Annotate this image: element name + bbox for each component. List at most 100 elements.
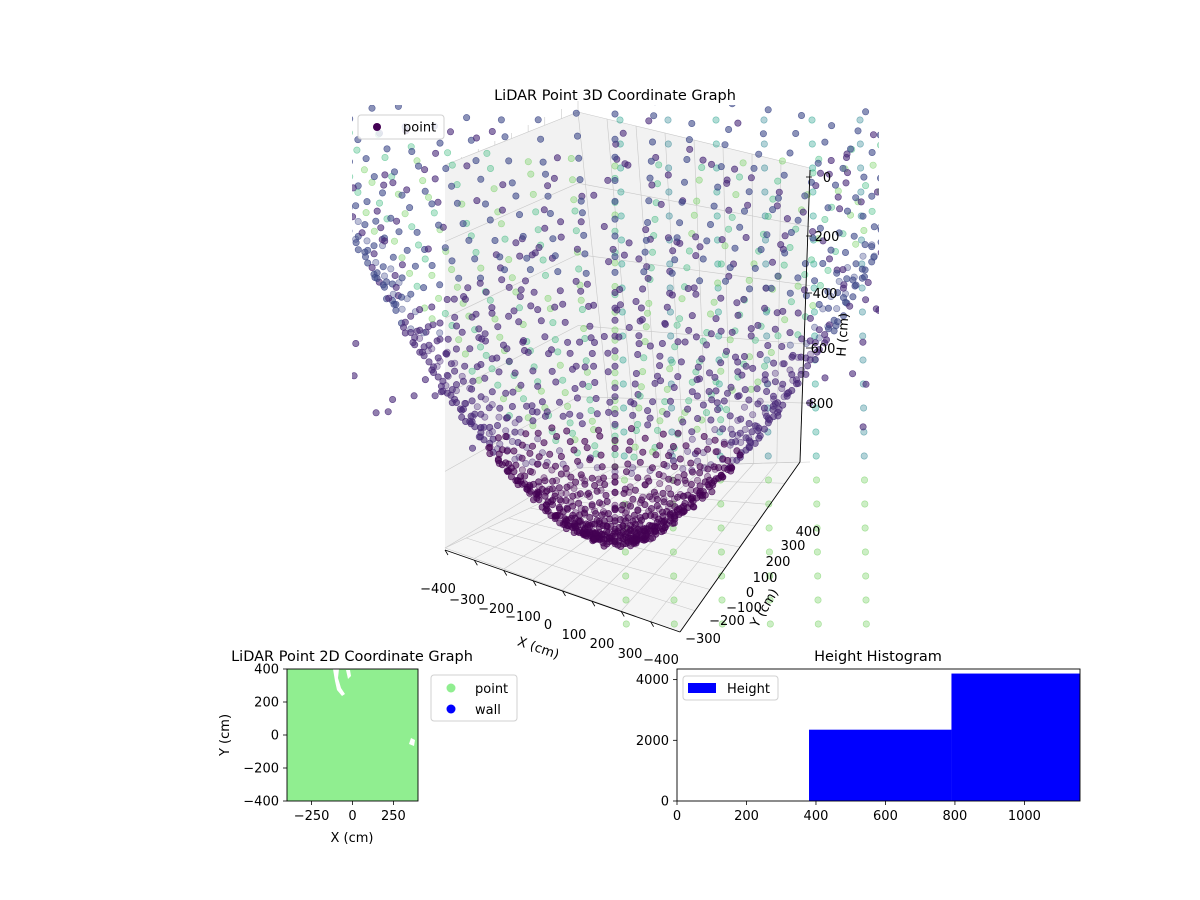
scan-point [521, 277, 529, 285]
scan-point [740, 207, 748, 215]
scan-point [488, 309, 496, 317]
scan-point [407, 290, 415, 298]
scan-point [556, 496, 564, 504]
scan-point [436, 319, 444, 327]
scan-point [809, 212, 817, 220]
scan-point [780, 261, 788, 269]
scan-point [611, 162, 619, 170]
scan-point [510, 307, 518, 315]
scan-point [471, 255, 479, 263]
scan-point [637, 304, 645, 312]
scan-point [581, 480, 589, 488]
scan-point [849, 370, 857, 378]
scan-point [361, 253, 369, 261]
scan-point [620, 251, 628, 259]
scan-point [570, 446, 578, 454]
scan-point [566, 419, 574, 427]
scan-point [673, 478, 681, 486]
scan-point [710, 463, 718, 471]
scan-point [373, 207, 381, 215]
scan-point [580, 324, 588, 332]
scan-point [523, 402, 531, 410]
histogram-x-tick-label: 1000 [1008, 809, 1041, 824]
scan-point [611, 369, 619, 377]
scan-point [441, 244, 449, 252]
scan-point [667, 490, 675, 498]
scan-point [783, 390, 791, 398]
scan-point [491, 237, 499, 245]
scan-point [741, 386, 749, 394]
scan-point [397, 293, 405, 301]
scan-point [368, 105, 376, 112]
scan-point [370, 173, 378, 181]
scan-point [664, 171, 672, 179]
scan-point [611, 110, 619, 118]
plot-3d-gridline [635, 125, 662, 467]
scan-point [811, 355, 819, 363]
scan-point [378, 189, 386, 197]
scan-point [578, 209, 586, 217]
scan-point [512, 461, 520, 469]
scan-point [580, 231, 588, 239]
scan-point [411, 334, 419, 342]
scan-point [658, 339, 666, 347]
scan-point [625, 446, 633, 454]
scan-point [814, 159, 822, 167]
scan-point [546, 450, 554, 458]
scan-point [688, 428, 696, 436]
scan-point [459, 377, 467, 385]
scan-point [846, 145, 854, 153]
scan-point [651, 215, 659, 223]
scan-point [453, 283, 461, 291]
histogram-y-tick-label: 2000 [636, 734, 669, 749]
scan-point [507, 473, 515, 481]
scan-point [683, 156, 691, 164]
scan-point [434, 198, 442, 206]
plot-2d-y-tick-label: 0 [271, 729, 279, 744]
scan-point [621, 160, 629, 168]
scan-point [836, 205, 844, 213]
scan-point [742, 234, 750, 242]
scan-point [494, 434, 502, 442]
scan-point [611, 197, 619, 205]
scan-point [501, 235, 509, 243]
scan-point [373, 269, 381, 277]
scan-point [849, 276, 857, 284]
scan-point [718, 620, 726, 628]
plot-2d-legend-marker-point [446, 683, 456, 693]
scan-point [421, 166, 429, 174]
scan-point [389, 253, 397, 261]
scan-point [764, 452, 772, 460]
scan-point [644, 274, 652, 282]
scan-point [721, 242, 729, 250]
scan-point [617, 236, 625, 244]
scan-point [425, 358, 433, 366]
scan-point [811, 380, 819, 388]
scan-point [591, 378, 599, 386]
scan-point [688, 435, 696, 443]
scan-point [868, 149, 876, 157]
scan-point [392, 306, 400, 314]
scan-point [763, 356, 771, 364]
scan-point [745, 419, 753, 427]
scan-point [877, 175, 879, 182]
scan-point [761, 164, 769, 172]
plot-3d-gridline [621, 463, 754, 612]
scan-point [769, 206, 777, 214]
scan-point [505, 357, 513, 365]
scan-point [636, 514, 644, 522]
plot-3d-points [352, 105, 879, 628]
plot-2d-point-area [287, 669, 418, 801]
scan-point [646, 414, 654, 422]
scan-point [736, 223, 744, 231]
scan-point [702, 409, 710, 417]
scan-point [370, 242, 378, 250]
scan-point [740, 295, 748, 303]
scan-point [421, 255, 429, 263]
plot-3d-x-tick-mark [591, 601, 596, 607]
scan-point [360, 166, 368, 174]
scan-point [770, 359, 778, 367]
plot-2d-legend-marker-wall [446, 704, 456, 714]
scan-point [522, 430, 530, 438]
scan-point [352, 184, 357, 192]
